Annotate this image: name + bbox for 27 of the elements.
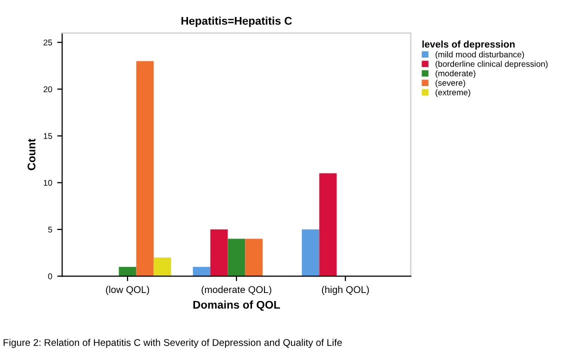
x-tick-label: (high QOL) xyxy=(322,286,369,295)
y-tick-label: 25 xyxy=(44,40,52,46)
x-tick-label: (low QOL) xyxy=(106,286,150,295)
y-tick-label: 20 xyxy=(44,86,52,92)
chart-title: Hepatitis=Hepatitis C xyxy=(181,16,292,27)
y-axis-title: Count xyxy=(28,138,36,170)
y-tick-label: 10 xyxy=(44,180,52,186)
legend-title: levels of depression xyxy=(422,40,515,50)
caption: Figure 2: Relation of Hepatitis C with Severity of Depression and Quality of Life xyxy=(4,338,342,348)
y-tick-label: 0 xyxy=(48,273,52,280)
bar xyxy=(192,266,210,276)
bar xyxy=(210,229,228,276)
bar xyxy=(136,61,154,276)
bar xyxy=(245,238,263,276)
bar xyxy=(302,229,320,276)
x-axis-title: Domains of QOL xyxy=(193,300,280,311)
legend-label: (extreme) xyxy=(436,89,470,97)
x-tick-label: (moderate QOL) xyxy=(202,286,272,295)
legend-label: (severe) xyxy=(436,80,466,88)
y-tick-label: 5 xyxy=(48,226,52,233)
bar xyxy=(228,238,246,276)
bar xyxy=(319,173,337,276)
bar xyxy=(154,257,172,276)
legend-label: (borderline clinical depression) xyxy=(436,60,548,69)
legend-label: (mild mood disturbance) xyxy=(436,51,524,60)
y-tick-label: 15 xyxy=(44,133,52,139)
legend-label: (moderate) xyxy=(436,70,476,78)
